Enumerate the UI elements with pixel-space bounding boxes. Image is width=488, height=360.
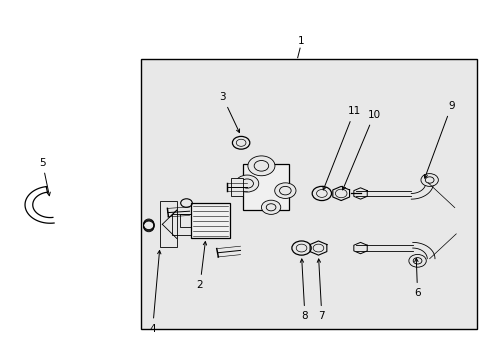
Text: 1: 1 [297,36,304,46]
Text: 6: 6 [413,258,420,298]
Circle shape [235,175,258,192]
Text: 2: 2 [196,242,206,290]
Circle shape [412,258,421,264]
Circle shape [408,255,426,267]
Circle shape [254,161,268,171]
Circle shape [274,183,295,198]
Bar [160,201,177,247]
Bar [172,214,191,235]
Circle shape [247,156,274,176]
Circle shape [261,200,280,215]
Bar [243,164,288,210]
Circle shape [241,179,253,188]
Text: 3: 3 [219,92,239,132]
Text: 4: 4 [149,251,161,334]
Circle shape [420,174,437,186]
Bar [140,59,476,329]
Text: 9: 9 [424,101,454,178]
Circle shape [425,177,433,183]
Text: 11: 11 [322,106,360,190]
Bar [180,215,190,227]
Circle shape [265,204,275,211]
Text: 7: 7 [317,259,325,321]
Text: 10: 10 [342,110,380,190]
Text: 8: 8 [300,259,307,321]
Text: 5: 5 [39,158,50,196]
Bar [231,178,243,196]
Bar [190,203,230,238]
Circle shape [279,186,290,195]
